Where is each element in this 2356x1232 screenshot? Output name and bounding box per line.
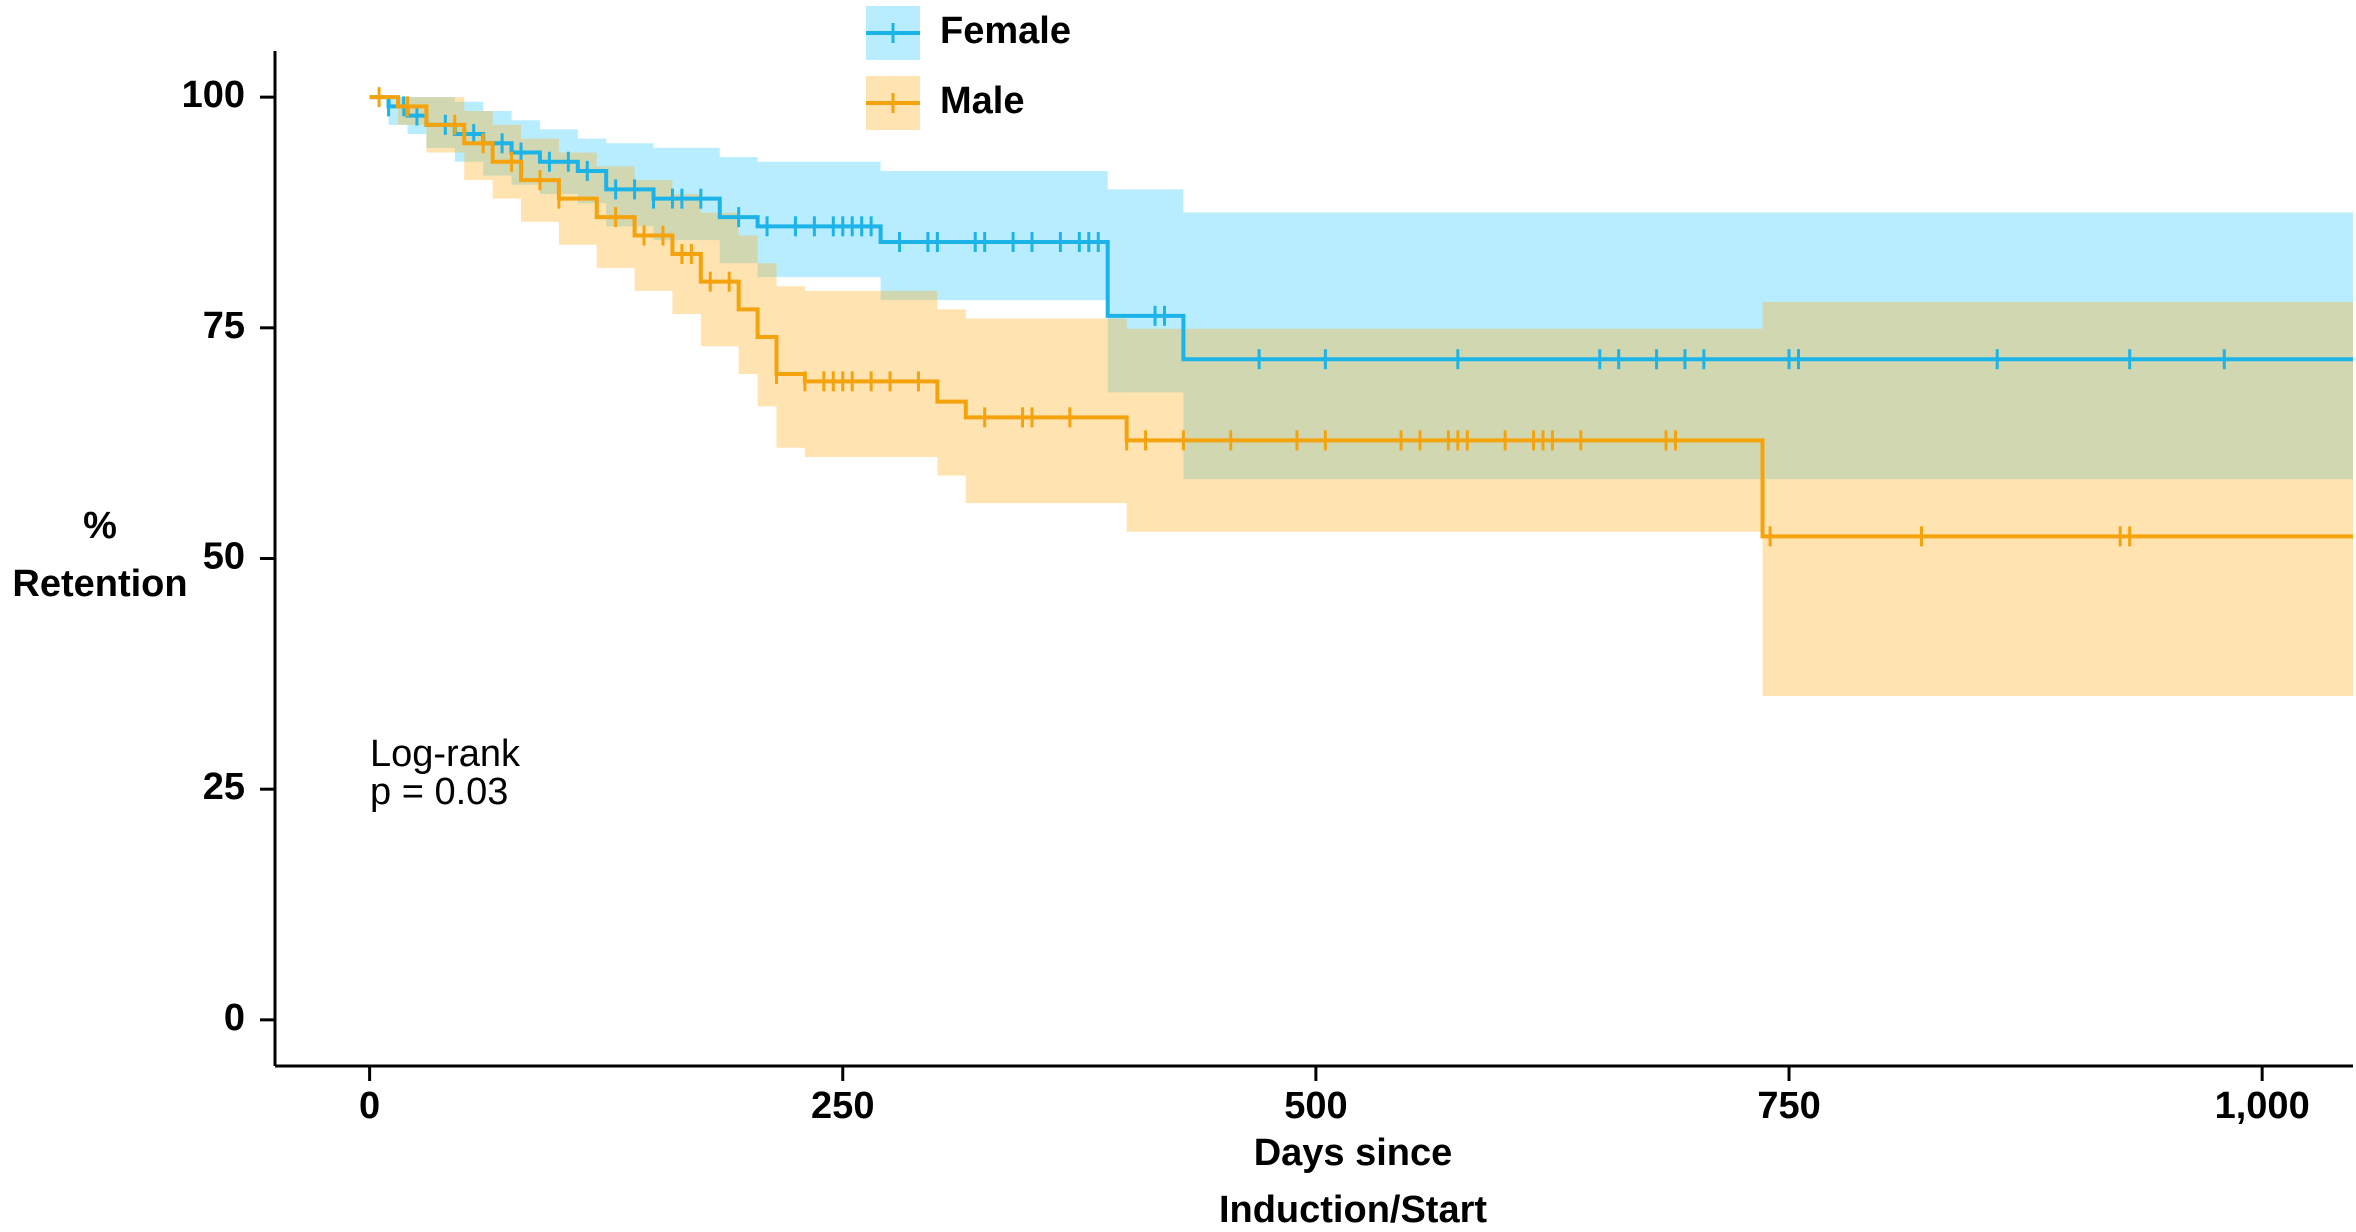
annotation: p = 0.03 — [370, 771, 508, 813]
x-tick-label: 0 — [359, 1085, 380, 1127]
x-axis-label: Days since — [1254, 1132, 1453, 1174]
y-axis-label: Retention — [12, 563, 187, 605]
survival-line — [369, 95, 2353, 539]
lines — [369, 87, 2353, 547]
y-axis-label: % — [83, 505, 117, 547]
legend-label: Female — [940, 10, 1071, 52]
y-tick-label: 100 — [182, 74, 245, 116]
x-tick-label: 1,000 — [2215, 1085, 2310, 1127]
legend-label: Male — [940, 80, 1024, 122]
confidence-band — [369, 97, 2353, 696]
bands — [369, 97, 2353, 696]
y-tick-label: 75 — [203, 305, 245, 347]
y-tick-label: 50 — [203, 536, 245, 578]
y-tick-label: 25 — [203, 766, 245, 808]
annotation: Log-rank — [370, 733, 521, 775]
x-tick-label: 750 — [1757, 1085, 1820, 1127]
x-axis-label: Induction/Start — [1219, 1189, 1487, 1231]
x-tick-label: 500 — [1284, 1085, 1347, 1127]
confidence-band — [369, 97, 2353, 480]
x-tick-label: 250 — [811, 1085, 874, 1127]
y-tick-label: 0 — [224, 997, 245, 1039]
